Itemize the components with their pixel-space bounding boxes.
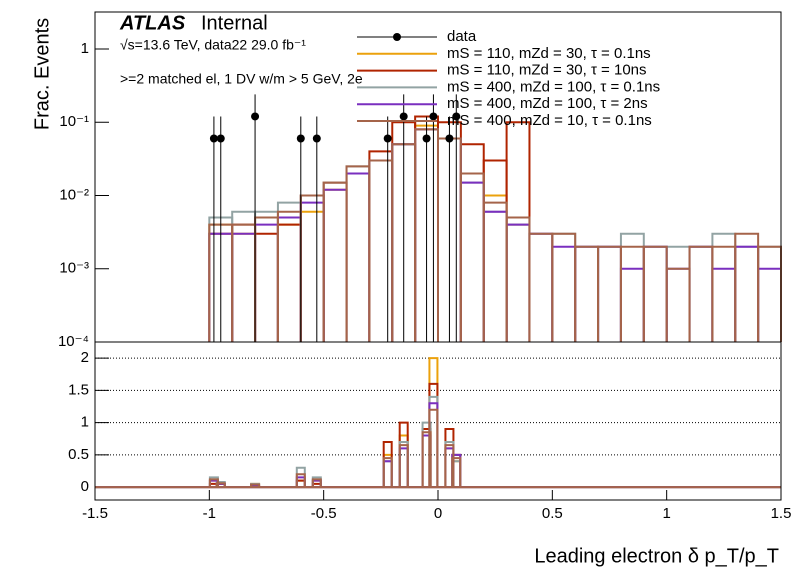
legend-label: mS = 110, mZd = 30, τ = 0.1ns (447, 45, 651, 62)
legend-label: mS = 110, mZd = 30, τ = 10ns (447, 62, 647, 79)
y-tick-label: 0 (81, 478, 89, 495)
data-point (216, 134, 225, 143)
legend-label: mS = 400, mZd = 100, τ = 2ns (447, 95, 648, 112)
data-point (445, 134, 454, 143)
data-point (251, 112, 260, 121)
data-point (429, 112, 438, 121)
x-tick-label: -1.5 (82, 505, 108, 522)
data-point (383, 134, 392, 143)
energy-note: √s=13.6 TeV, data22 29.0 fb⁻¹ (120, 37, 306, 53)
y-tick-label: 1 (81, 40, 89, 57)
x-tick-label: -0.5 (311, 505, 337, 522)
x-tick-label: 1.5 (771, 505, 792, 522)
x-tick-label: -1 (203, 505, 216, 522)
selection-note: >=2 matched el, 1 DV w/m > 5 GeV, 2e (120, 71, 363, 87)
x-axis-label: Leading electron δ p_T/p_T (534, 545, 779, 567)
y-tick-label: 10⁻³ (59, 260, 89, 277)
ratio-bin (421, 431, 432, 488)
y-tick-label: 1.5 (68, 381, 89, 398)
data-point (452, 112, 461, 121)
data-point (312, 134, 321, 143)
data-point (422, 134, 431, 143)
y-tick-label: 2 (81, 349, 89, 366)
legend-label: mS = 400, mZd = 100, τ = 0.1ns (447, 78, 660, 95)
plot-frame (94, 341, 782, 501)
ratio-bin (311, 478, 322, 488)
ratio-bin (295, 473, 306, 488)
data-point (296, 134, 305, 143)
y-tick-label: 10⁻¹ (59, 113, 89, 130)
ratio-bin (398, 444, 409, 488)
y-tick-label: 10⁻² (59, 186, 89, 203)
atlas-status: Internal (201, 12, 268, 34)
ratio-bin (250, 483, 261, 488)
y-tick-label: 1 (81, 414, 89, 431)
legend-label: data (447, 28, 477, 45)
legend-label: mS = 400, mZd = 10, τ = 0.1ns (447, 112, 652, 129)
ratio-bin (451, 457, 462, 488)
ratio-bin (444, 444, 455, 488)
y-axis-label: Frac. Events (31, 18, 53, 130)
x-tick-label: 0.5 (542, 505, 563, 522)
legend-marker (393, 33, 401, 41)
atlas-label: ATLAS (119, 12, 186, 34)
x-tick-label: 0 (434, 505, 442, 522)
y-tick-label: 0.5 (68, 446, 89, 463)
ratio-bin (382, 457, 393, 488)
ratio-bin (428, 408, 439, 488)
data-point (209, 134, 218, 143)
data-point (399, 112, 408, 121)
ratio-bin (215, 482, 226, 488)
y-tick-label: 10⁻⁴ (58, 333, 89, 350)
x-tick-label: 1 (662, 505, 670, 522)
